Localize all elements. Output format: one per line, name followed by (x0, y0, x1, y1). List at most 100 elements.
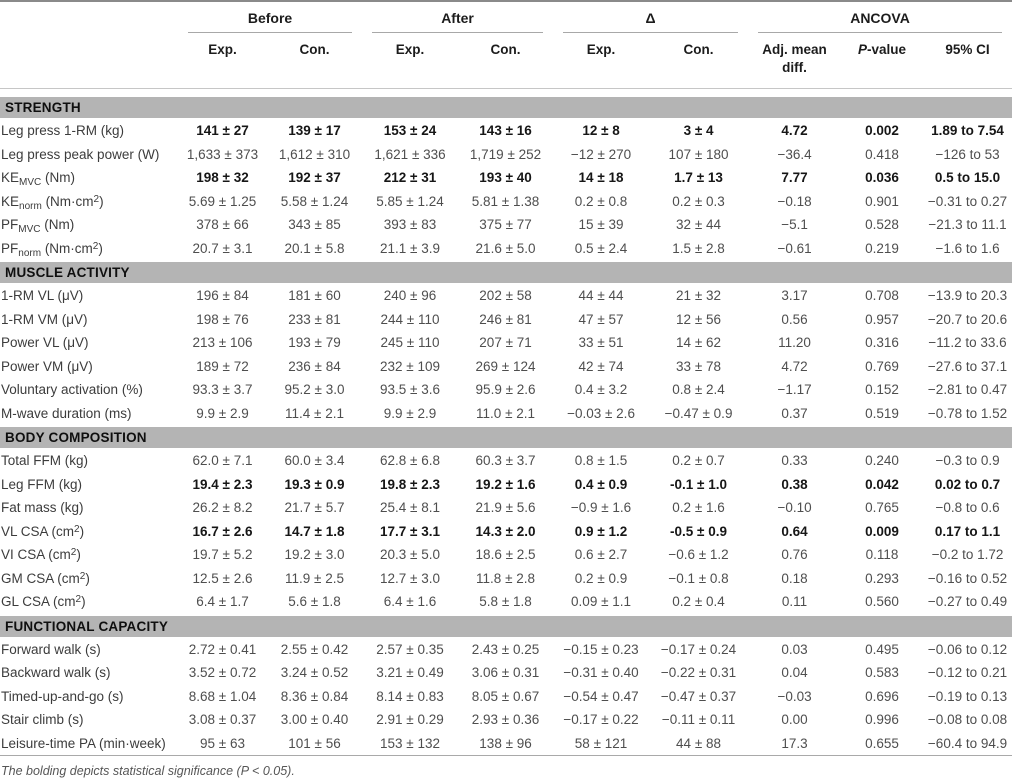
cell-value: 47 ± 57 (578, 311, 624, 327)
cell-value: 143 ± 16 (479, 123, 532, 139)
cell-value: 0.2 ± 0.7 (672, 453, 725, 469)
cell-value: −0.6 ± 1.2 (668, 547, 729, 563)
cell-value: −0.2 to 1.72 (931, 547, 1004, 563)
table-row: GM CSA (cm2) 12.5 ± 2.6 11.9 ± 2.5 12.7 ± 3… (0, 567, 1012, 591)
row-label: Stair climb (s) (1, 712, 84, 728)
section-header: BODY COMPOSITION (0, 425, 1012, 450)
cell-value: −20.7 to 20.6 (927, 311, 1008, 327)
col-group-header-2: After (362, 3, 553, 33)
cell-value: 0.00 (781, 712, 808, 728)
table-row: 1-RM VM (μV) 198 ± 76 233 ± 81 244 ± 110 246… (0, 308, 1012, 332)
cell-value: 0.009 (865, 523, 899, 539)
cell-value: 0.2 ± 0.4 (672, 594, 725, 610)
col-subheader: Exp. (586, 42, 616, 57)
cell-value: 193 ± 40 (479, 170, 532, 186)
cell-value: 19.4 ± 2.3 (192, 476, 253, 492)
cell-value: 25.4 ± 8.1 (380, 500, 440, 516)
cell-value: 0.583 (865, 665, 899, 681)
cell-value: 2.93 ± 0.36 (471, 712, 540, 728)
cell-value: 0.76 (781, 547, 808, 563)
cell-value: 5.85 ± 1.24 (376, 193, 444, 209)
cell-value: 12.7 ± 3.0 (380, 570, 440, 586)
cell-value: 240 ± 96 (383, 288, 437, 304)
col-group-label: ANCOVA (758, 10, 1003, 33)
cell-value: 12.5 ± 2.6 (192, 570, 253, 586)
cell-value: 3.21 ± 0.49 (376, 665, 444, 681)
cell-value: 0.118 (865, 547, 899, 563)
table-row: Leg FFM (kg) 19.4 ± 2.3 19.3 ± 0.9 19.8 ± 2… (0, 473, 1012, 497)
cell-value: −0.22 ± 0.31 (660, 665, 737, 681)
corner-cell (0, 3, 178, 89)
cell-value: −0.47 ± 0.37 (660, 688, 737, 704)
cell-value: 15 ± 39 (578, 217, 624, 233)
cell-value: 4.72 (781, 358, 808, 374)
cell-value: 198 ± 76 (196, 311, 249, 327)
cell-value: −0.19 to 0.13 (927, 688, 1008, 704)
cell-value: 44 ± 88 (676, 735, 721, 751)
table-row: Power VM (μV) 189 ± 72 236 ± 84 232 ± 109 26… (0, 355, 1012, 379)
cell-value: −0.1 ± 0.8 (668, 570, 729, 586)
cell-value: 0.56 (781, 311, 808, 327)
cell-value: 20.1 ± 5.8 (284, 240, 345, 256)
cell-value: 12 ± 56 (676, 311, 721, 327)
table-row: KEMVC (Nm) 198 ± 32 192 ± 37 212 ± 31 193 ± … (0, 166, 1012, 190)
row-label: Fat mass (kg) (1, 500, 84, 516)
row-label: Leg press 1-RM (kg) (1, 123, 125, 139)
cell-value: 0.696 (865, 688, 899, 704)
cell-value: 0.769 (865, 358, 899, 374)
cell-value: 16.7 ± 2.6 (192, 523, 253, 539)
cell-value: 196 ± 84 (196, 288, 249, 304)
cell-value: 375 ± 77 (479, 217, 532, 233)
row-label: Total FFM (kg) (1, 453, 89, 469)
cell-value: 0.2 ± 1.6 (672, 500, 725, 516)
cell-value: 21 ± 32 (676, 288, 721, 304)
cell-value: 60.3 ± 3.7 (475, 453, 536, 469)
table-row: KEnorm (Nm·cm2) 5.69 ± 1.25 5.58 ± 1.24 5.8… (0, 190, 1012, 214)
cell-value: 2.55 ± 0.42 (280, 641, 349, 657)
cell-value: 269 ± 124 (475, 358, 536, 374)
row-label: Backward walk (s) (1, 665, 111, 681)
cell-value: 0.03 (781, 641, 808, 657)
cell-value: 393 ± 83 (383, 217, 437, 233)
cell-value: 0.002 (865, 123, 899, 139)
table-row: Voluntary activation (%) 93.3 ± 3.7 95.2 ±… (0, 378, 1012, 402)
table-row: Stair climb (s) 3.08 ± 0.37 3.00 ± 0.40 2.9… (0, 708, 1012, 732)
cell-value: 33 ± 78 (676, 358, 721, 374)
cell-value: 6.4 ± 1.7 (196, 594, 249, 610)
table-row: Leg press 1-RM (kg) 141 ± 27 139 ± 17 153 ±… (0, 119, 1012, 143)
cell-value: 20.7 ± 3.1 (192, 240, 253, 256)
cell-value: −0.31 to 0.27 (927, 193, 1008, 209)
cell-value: −0.9 ± 1.6 (570, 500, 632, 516)
cell-value: 21.7 ± 5.7 (284, 500, 345, 516)
cell-value: 3 ± 4 (683, 123, 714, 139)
cell-value: 101 ± 56 (288, 735, 341, 751)
cell-value: −0.17 ± 0.22 (563, 712, 639, 728)
table-row: GL CSA (cm2) 6.4 ± 1.7 5.6 ± 1.8 6.4 ± 1.6 5… (0, 590, 1012, 615)
col-group-header-4: ANCOVA (748, 3, 1012, 33)
col-group-label: Δ (563, 10, 739, 33)
cell-value: 93.5 ± 3.6 (380, 382, 440, 398)
cell-value: 1,612 ± 310 (278, 146, 351, 162)
cell-value: 0.5 ± 2.4 (574, 240, 628, 256)
row-label: M-wave duration (ms) (1, 405, 132, 421)
cell-value: 17.3 (781, 735, 808, 751)
cell-value: 19.7 ± 5.2 (192, 547, 253, 563)
cell-value: -0.5 ± 0.9 (670, 523, 727, 539)
row-label: PFMVC (Nm) (1, 217, 75, 236)
section-header: MUSCLE ACTIVITY (0, 260, 1012, 285)
col-subheader: 95% CI (945, 42, 990, 57)
cell-value: −0.54 ± 0.47 (563, 688, 639, 704)
cell-value: 3.00 ± 0.40 (280, 712, 349, 728)
row-label: KEnorm (Nm·cm2) (1, 193, 104, 212)
cell-value: 19.2 ± 3.0 (284, 547, 345, 563)
row-label: VL CSA (cm2) (1, 523, 85, 539)
col-group-header-3: Δ (553, 3, 748, 33)
cell-value: 5.8 ± 1.8 (479, 594, 532, 610)
table-row: Backward walk (s) 3.52 ± 0.72 3.24 ± 0.52 3… (0, 661, 1012, 685)
row-label: Power VM (μV) (1, 358, 93, 374)
col-group-header-1: Before (178, 3, 362, 33)
cell-value: 343 ± 85 (288, 217, 341, 233)
col-subheader: Con. (683, 42, 714, 57)
cell-value: 141 ± 27 (196, 123, 249, 139)
cell-value: 3.06 ± 0.31 (471, 665, 540, 681)
